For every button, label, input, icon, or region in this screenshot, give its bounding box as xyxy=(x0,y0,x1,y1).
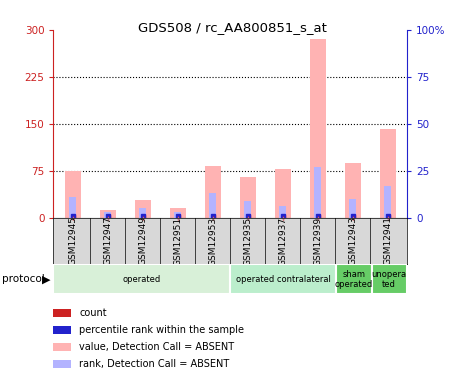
Text: operated contralateral: operated contralateral xyxy=(236,275,331,284)
Text: GSM12951: GSM12951 xyxy=(173,216,182,266)
Bar xyxy=(230,264,336,294)
Bar xyxy=(139,208,146,218)
Bar xyxy=(53,326,71,334)
Bar xyxy=(69,197,76,217)
Bar xyxy=(53,360,71,368)
Bar xyxy=(240,177,256,218)
Text: GSM12935: GSM12935 xyxy=(243,216,252,266)
Bar xyxy=(100,210,116,218)
Text: GSM12941: GSM12941 xyxy=(383,216,392,266)
Text: GSM12939: GSM12939 xyxy=(313,216,322,266)
Text: GSM12945: GSM12945 xyxy=(68,216,77,266)
Bar xyxy=(380,129,396,217)
Text: operated: operated xyxy=(123,275,161,284)
Text: GDS508 / rc_AA800851_s_at: GDS508 / rc_AA800851_s_at xyxy=(138,21,327,34)
Text: GSM12937: GSM12937 xyxy=(278,216,287,266)
Text: GSM12949: GSM12949 xyxy=(138,216,147,266)
Text: GSM12953: GSM12953 xyxy=(208,216,217,266)
Text: GSM12943: GSM12943 xyxy=(348,216,357,266)
Bar xyxy=(244,201,251,217)
Text: ▶: ▶ xyxy=(42,274,51,284)
Bar xyxy=(372,264,407,294)
Text: rank, Detection Call = ABSENT: rank, Detection Call = ABSENT xyxy=(79,359,230,369)
Bar xyxy=(336,264,372,294)
Bar xyxy=(349,199,356,217)
Bar xyxy=(279,206,286,218)
Bar xyxy=(310,39,325,218)
Bar xyxy=(314,167,321,218)
Bar xyxy=(53,264,230,294)
Text: unopera
ted: unopera ted xyxy=(372,270,407,289)
Text: sham
operated: sham operated xyxy=(335,270,373,289)
Bar xyxy=(65,171,80,217)
Bar xyxy=(170,208,186,218)
Text: GSM12947: GSM12947 xyxy=(103,216,112,266)
Bar xyxy=(104,212,111,217)
Bar xyxy=(275,169,291,217)
Bar xyxy=(209,193,216,217)
Bar xyxy=(205,166,220,218)
Bar xyxy=(174,212,181,217)
Bar xyxy=(345,162,360,218)
Text: count: count xyxy=(79,308,107,318)
Bar xyxy=(53,309,71,317)
Text: percentile rank within the sample: percentile rank within the sample xyxy=(79,325,244,335)
Bar xyxy=(384,186,391,218)
Text: protocol: protocol xyxy=(2,274,45,284)
Bar xyxy=(135,200,151,217)
Bar xyxy=(53,343,71,351)
Text: value, Detection Call = ABSENT: value, Detection Call = ABSENT xyxy=(79,342,234,352)
